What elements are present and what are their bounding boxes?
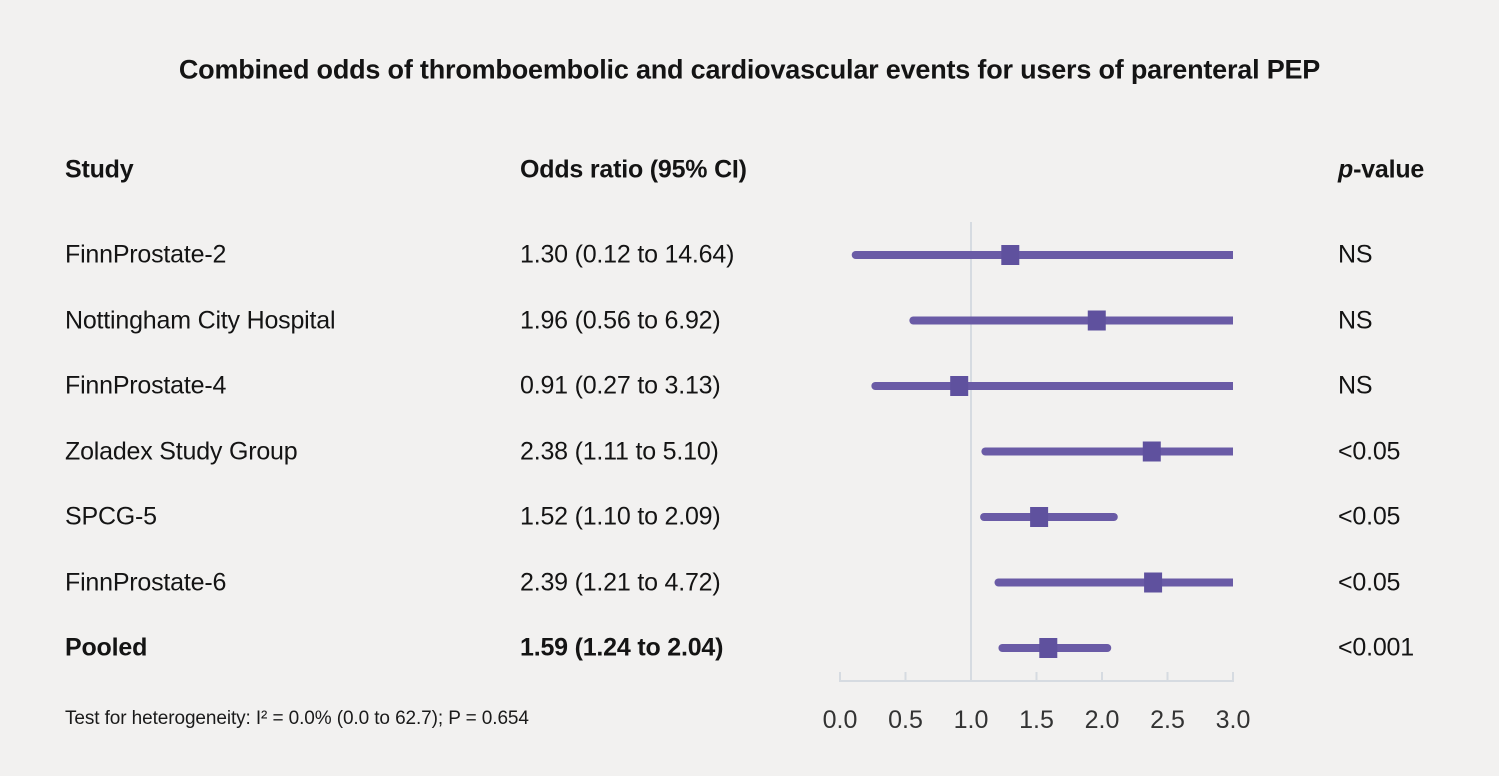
study-label: Pooled [65, 633, 148, 662]
ci-cap-left [998, 644, 1007, 652]
p-value: NS [1338, 371, 1373, 400]
study-label: FinnProstate-2 [65, 240, 227, 269]
odds-ratio-value: 1.30 (0.12 to 14.64) [520, 240, 735, 269]
odds-ratio-value: 2.38 (1.11 to 5.10) [520, 437, 719, 465]
p-value: <0.05 [1338, 437, 1401, 465]
column-header-odds-ratio: Odds ratio (95% CI) [520, 155, 747, 184]
ci-cap-left [909, 316, 918, 325]
p-value: <0.05 [1338, 502, 1401, 531]
x-axis-tick-label: 2.5 [1150, 706, 1185, 734]
study-label: FinnProstate-6 [65, 568, 227, 596]
study-label: Nottingham City Hospital [65, 306, 336, 334]
estimate-marker [950, 376, 969, 396]
p-value: NS [1338, 306, 1373, 334]
column-header-pvalue: p-value [1338, 156, 1424, 185]
x-axis-tick-label: 3.0 [1216, 706, 1251, 734]
chart-title: Combined odds of thromboembolic and card… [178, 54, 1321, 85]
estimate-marker [1144, 572, 1163, 593]
estimate-marker [1001, 245, 1020, 265]
ci-cap-right [1109, 513, 1118, 521]
study-label: FinnProstate-4 [65, 371, 227, 400]
heterogeneity-note: Test for heterogeneity: I² = 0.0% (0.0 t… [65, 708, 529, 729]
odds-ratio-value: 1.52 (1.10 to 2.09) [520, 502, 721, 531]
ci-cap-left [994, 578, 1003, 587]
ci-cap-left [871, 382, 880, 390]
odds-ratio-value: 0.91 (0.27 to 3.13) [520, 371, 721, 400]
p-value: NS [1338, 240, 1373, 269]
study-label: Zoladex Study Group [65, 437, 298, 465]
p-value: <0.05 [1338, 568, 1401, 596]
column-header-study: Study [65, 155, 134, 184]
x-axis-tick-label: 1.5 [1019, 706, 1054, 734]
estimate-marker [1142, 441, 1161, 462]
estimate-marker [1039, 638, 1058, 658]
pvalue-header-rest: -value [1353, 155, 1425, 184]
p-value: <0.001 [1338, 633, 1414, 662]
ci-cap-left [851, 251, 860, 259]
x-axis-tick-label: 2.0 [1085, 706, 1120, 734]
estimate-marker [1087, 310, 1106, 331]
odds-ratio-value: 1.59 (1.24 to 2.04) [520, 633, 724, 662]
ci-cap-left [980, 513, 989, 521]
pvalue-header-italic-p: p [1338, 155, 1354, 184]
x-axis-tick-label: 1.0 [954, 706, 989, 734]
ci-cap-right [1103, 644, 1112, 652]
odds-ratio-value: 1.96 (0.56 to 6.92) [520, 306, 721, 334]
study-label: SPCG-5 [65, 502, 157, 531]
estimate-marker [1030, 507, 1049, 527]
odds-ratio-value: 2.39 (1.21 to 4.72) [520, 568, 721, 596]
x-axis-tick-label: 0.5 [888, 706, 923, 734]
ci-cap-left [981, 447, 990, 456]
x-axis-tick-label: 0.0 [823, 706, 858, 734]
